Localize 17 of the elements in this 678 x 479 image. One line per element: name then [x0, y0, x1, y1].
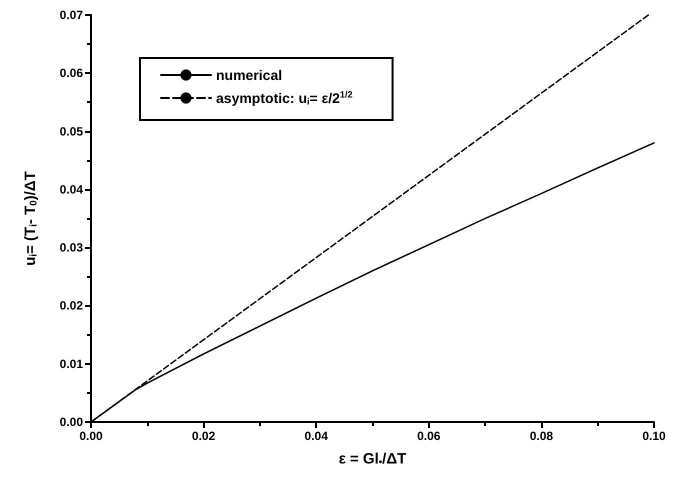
y-axis-title: ui= (Ti- T0)/ΔT	[22, 171, 40, 266]
y-tick-label: 0.01	[60, 356, 84, 371]
y-tick-label: 0.03	[60, 240, 84, 255]
y-tick-label: 0.02	[60, 298, 84, 313]
x-tick-label: 0.04	[304, 429, 328, 443]
y-tick-label: 0.05	[60, 124, 84, 138]
y-tick-label: 0.04	[60, 182, 84, 196]
x-tick-label: 0.00	[79, 429, 103, 443]
legend-label: numerical	[216, 67, 282, 83]
x-tick-label: 0.02	[192, 429, 216, 443]
y-tick-label: 0.07	[60, 8, 84, 22]
x-tick-label: 0.10	[642, 429, 666, 443]
x-axis-title: ε = Gl•/ΔT	[338, 450, 406, 468]
y-tick-label: 0.00	[60, 415, 84, 429]
x-tick-label: 0.08	[530, 429, 554, 443]
y-tick-label: 0.06	[60, 66, 84, 80]
x-tick-label: 0.06	[417, 429, 441, 443]
